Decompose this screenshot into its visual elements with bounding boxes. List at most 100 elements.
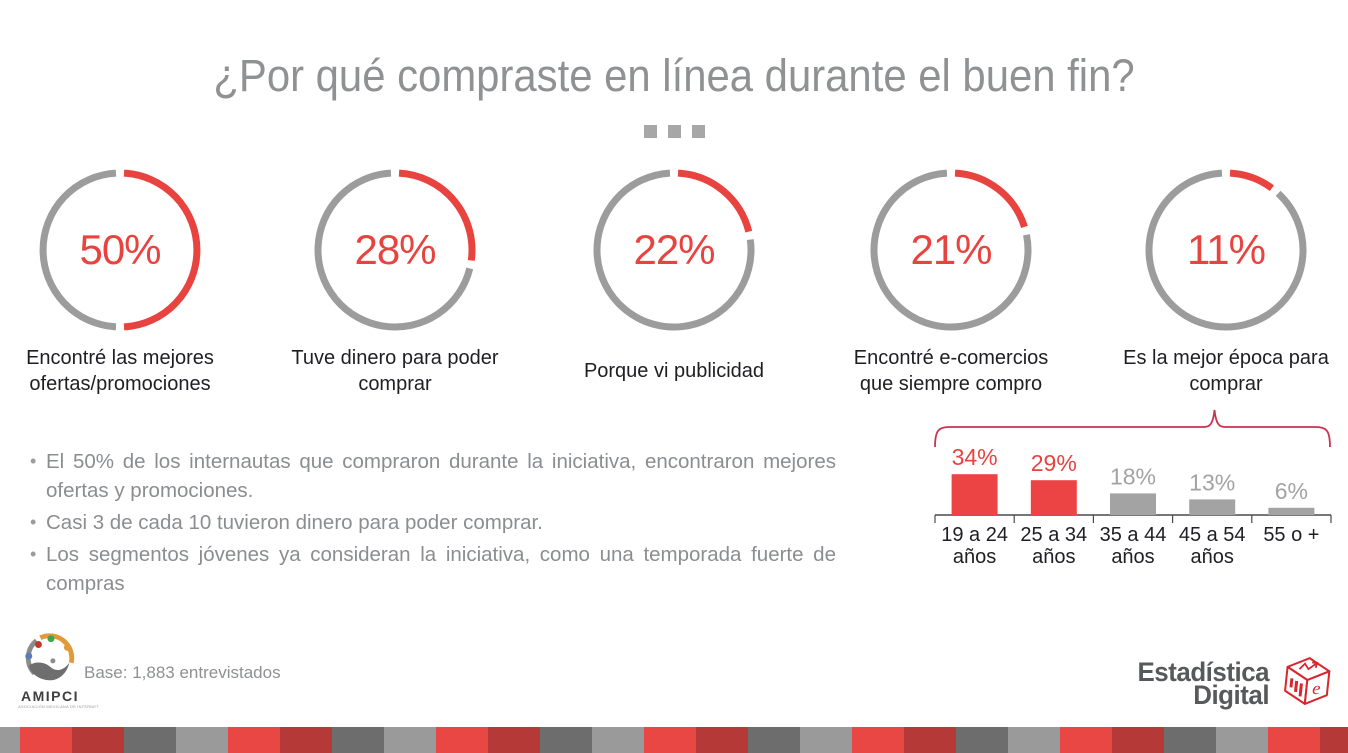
donut-value: 11% xyxy=(1187,226,1266,273)
donut-arc-track xyxy=(593,169,755,331)
stripe-block xyxy=(852,727,904,753)
donut-ring: 21% xyxy=(867,166,1035,334)
bar-category-label: años xyxy=(1191,546,1234,568)
donut-arc-track xyxy=(314,169,474,331)
donut-arc-value xyxy=(398,169,476,261)
stripe-block xyxy=(280,727,332,753)
bar-category-label: 19 a 24 xyxy=(941,524,1008,546)
donut-chart xyxy=(314,169,476,331)
donut-value: 21% xyxy=(910,226,992,273)
donut-arc-value xyxy=(954,169,1028,229)
stripe-block xyxy=(1008,727,1060,753)
donut-value: 50% xyxy=(79,226,161,273)
dot-icon xyxy=(667,125,681,138)
bar xyxy=(1030,480,1077,515)
bar-category-label: 45 a 54 xyxy=(1179,524,1246,546)
cube-icon: e xyxy=(1284,657,1331,705)
bar-value-label: 34% xyxy=(952,444,998,470)
stripe-block xyxy=(1268,727,1320,753)
footer-stripe xyxy=(0,727,1348,753)
donut-label: Encontré e-comercios que siempre compro xyxy=(853,347,1049,395)
donut-label: Porque vi publicidad xyxy=(583,360,765,382)
brand-line1: Estadística xyxy=(1137,657,1269,687)
base-label: Base: 1,883 entrevistados xyxy=(84,663,281,682)
bar-value-label: 18% xyxy=(1110,463,1156,489)
stripe-block xyxy=(72,727,124,753)
stripe-block xyxy=(488,727,540,753)
donut-ring: 28% xyxy=(311,166,479,334)
insight-item: Casi 3 de cada 10 tuvieron dinero para p… xyxy=(28,508,836,537)
stripe-block xyxy=(436,727,488,753)
insight-item: El 50% de los internautas que compraron … xyxy=(28,447,836,505)
donut-chart xyxy=(870,169,1032,331)
bar-category-label: años xyxy=(953,546,996,568)
stripe-block xyxy=(228,727,280,753)
donut-chart xyxy=(39,169,201,331)
bar-category-label: 25 a 34 xyxy=(1020,524,1087,546)
stripe-block xyxy=(176,727,228,753)
stripe-block xyxy=(904,727,956,753)
insights-list: El 50% de los internautas que compraron … xyxy=(28,447,836,601)
donut-card-mejor-epoca: 11% Es la mejor época para comprar xyxy=(1116,166,1336,398)
stripe-block xyxy=(644,727,696,753)
stripe-block xyxy=(1112,727,1164,753)
amipci-logo-icon xyxy=(25,633,75,681)
donut-arc-value xyxy=(1229,169,1274,192)
brand-text: Estadística Digital xyxy=(1137,657,1269,710)
stripe-block xyxy=(124,727,176,753)
donut-ring: 11% xyxy=(1142,166,1310,334)
donut-label: Encontré las mejores ofertas/promociones xyxy=(26,347,214,395)
dot-icon xyxy=(691,125,705,138)
stripe-block xyxy=(1060,727,1112,753)
donut-ring: 22% xyxy=(590,166,758,334)
stripe-block xyxy=(1320,727,1348,753)
title-dots xyxy=(0,125,1348,138)
stripe-block xyxy=(332,727,384,753)
stripe-block xyxy=(1216,727,1268,753)
stripe-block xyxy=(696,727,748,753)
bar xyxy=(951,474,998,515)
donut-arc-value xyxy=(123,169,201,331)
donut-chart xyxy=(1145,169,1307,331)
bar-value-label: 6% xyxy=(1275,478,1308,504)
brace-path xyxy=(934,409,1331,448)
donut-label: Es la mejor época para comprar xyxy=(1123,347,1329,395)
stripe-block xyxy=(800,727,852,753)
donut-value: 28% xyxy=(354,226,436,273)
bar-value-label: 13% xyxy=(1189,469,1235,495)
bar-category-label: años xyxy=(1032,546,1075,568)
stripe-block xyxy=(20,727,72,753)
bar xyxy=(1189,499,1236,515)
svg-text:e: e xyxy=(1312,678,1322,699)
amipci-logo: AMIPCI ASOCIACIÓN MEXICANA DE INTERNET xyxy=(18,631,99,709)
donut-arc-track xyxy=(1145,169,1307,331)
bar-category-label: años xyxy=(1111,546,1154,568)
stripe-block xyxy=(540,727,592,753)
brand-line2: Digital xyxy=(1193,680,1269,710)
donut-chart xyxy=(593,169,755,331)
stripe-block xyxy=(1164,727,1216,753)
stripe-block xyxy=(384,727,436,753)
donut-ring: 50% xyxy=(36,166,204,334)
bar xyxy=(1110,493,1156,515)
donut-card-ofertas: 50% Encontré las mejores ofertas/promoci… xyxy=(10,166,230,398)
donut-label: Tuve dinero para poder comprar xyxy=(291,347,499,395)
stripe-block xyxy=(592,727,644,753)
bar-category-label: 55 o + xyxy=(1263,524,1319,546)
dot-icon xyxy=(643,125,657,138)
bar xyxy=(1268,507,1315,515)
brace-icon xyxy=(934,409,1331,448)
brand-logo: Estadística Digital e xyxy=(1132,655,1338,713)
donut-arc-track xyxy=(870,169,1032,331)
amipci-tagline: ASOCIACIÓN MEXICANA DE INTERNET xyxy=(18,704,99,709)
donut-value: 22% xyxy=(633,226,715,273)
amipci-name: AMIPCI xyxy=(21,688,79,704)
donut-arc-track xyxy=(39,169,117,331)
page-title: ¿Por qué compraste en línea durante el b… xyxy=(213,50,1135,101)
stripe-block xyxy=(748,727,800,753)
donut-card-ecomercios: 21% Encontré e-comercios que siempre com… xyxy=(841,166,1061,398)
stripe-block xyxy=(0,727,20,753)
donut-card-publicidad: 22% Porque vi publicidad xyxy=(564,166,784,398)
